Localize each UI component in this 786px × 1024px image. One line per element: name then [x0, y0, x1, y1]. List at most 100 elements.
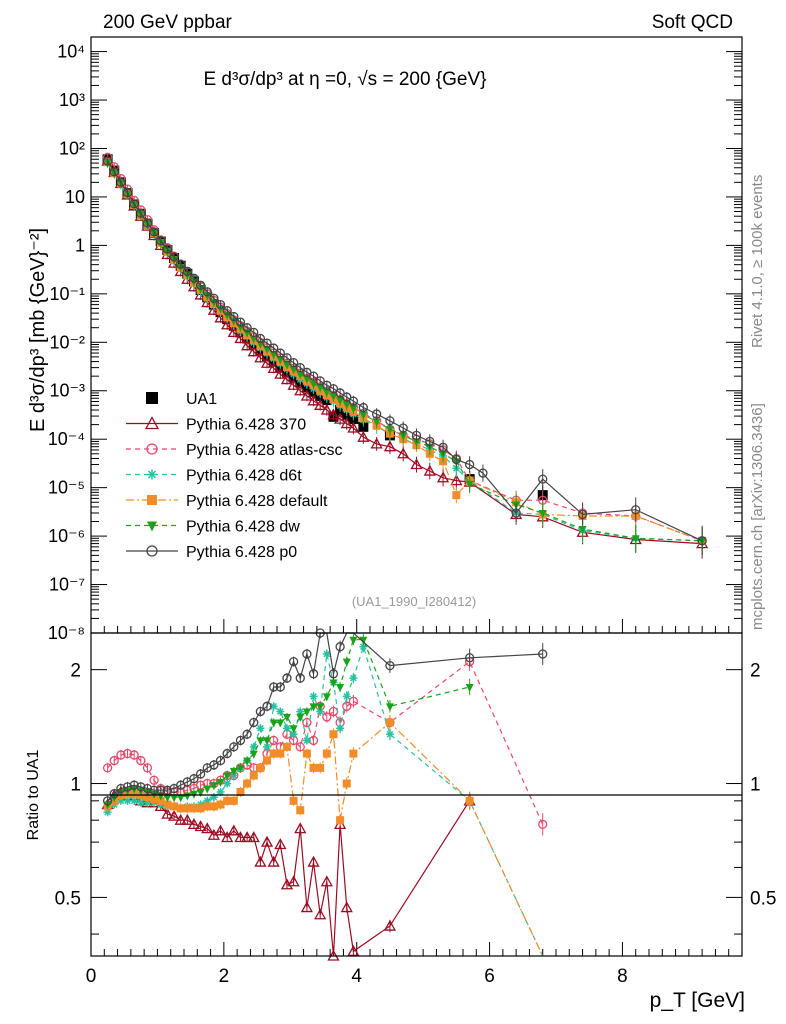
marker	[222, 305, 232, 316]
marker	[201, 822, 214, 834]
marker	[410, 458, 423, 470]
marker	[236, 764, 245, 773]
marker	[335, 388, 345, 398]
marker	[263, 756, 272, 765]
header-left: 200 GeV ppbar	[103, 12, 233, 33]
marker	[223, 796, 232, 805]
series-pythia-6-428-dw	[103, 634, 474, 810]
mcplots-label: mcplots.cern.ch [arXiv:1306.3436]	[749, 403, 766, 630]
marker	[196, 788, 205, 797]
marker	[229, 796, 238, 805]
marker	[436, 471, 450, 483]
ratio-tick-label: 2	[750, 661, 761, 682]
marker	[316, 708, 324, 715]
marker	[183, 804, 192, 813]
marker	[249, 335, 258, 344]
marker	[336, 683, 345, 692]
marker	[234, 332, 247, 344]
marker	[276, 749, 285, 758]
series-pythia-6-428-p0	[102, 628, 548, 806]
marker	[385, 660, 395, 671]
marker	[287, 875, 300, 887]
marker	[342, 701, 352, 711]
marker	[129, 750, 139, 760]
series-line	[107, 791, 471, 957]
marker	[255, 706, 266, 717]
y-tick-label: 10⁻⁶	[48, 526, 85, 546]
series-line	[107, 639, 470, 805]
marker	[358, 402, 369, 413]
marker	[147, 470, 157, 479]
marker	[386, 730, 394, 738]
marker	[176, 794, 185, 803]
x-tick-label: 4	[351, 966, 362, 987]
marker	[149, 227, 159, 237]
y-tick-label: 10⁻⁸	[48, 623, 85, 643]
marker	[276, 708, 284, 715]
marker	[144, 416, 160, 430]
x-tick-label: 2	[219, 966, 230, 987]
marker	[342, 401, 351, 410]
marker	[267, 362, 280, 373]
legend-entry: Pythia 6.428 atlas-csc	[126, 442, 343, 459]
marker	[267, 855, 280, 867]
marker	[359, 636, 368, 645]
marker	[320, 875, 333, 887]
y-tick-label: 10	[65, 187, 85, 207]
marker	[269, 719, 278, 728]
marker	[334, 412, 347, 424]
marker	[262, 701, 272, 711]
marker	[631, 505, 641, 515]
marker	[102, 763, 113, 773]
marker	[385, 703, 394, 712]
marker	[182, 266, 192, 277]
series-pythia-6-428-370	[101, 785, 476, 961]
marker	[274, 838, 287, 850]
marker	[295, 673, 305, 683]
legend-label: UA1	[186, 391, 217, 408]
marker	[270, 702, 278, 710]
marker	[216, 305, 225, 314]
marker	[234, 831, 247, 843]
marker	[176, 804, 185, 813]
marker	[269, 343, 279, 353]
marker	[221, 831, 234, 843]
marker	[202, 287, 212, 297]
marker	[174, 813, 187, 825]
marker	[290, 730, 297, 738]
rivet-label: Rivet 4.1.0, ≥ 100k events	[749, 175, 766, 348]
marker	[302, 717, 312, 728]
marker	[256, 763, 265, 772]
marker	[242, 729, 252, 739]
marker	[257, 724, 264, 732]
main-title: E d³σ/dp³ at η =0, √s = 200 {GeV}	[203, 69, 486, 90]
marker	[227, 824, 240, 836]
marker	[347, 945, 360, 957]
y-tick-label: 10⁻¹	[49, 284, 85, 304]
marker	[222, 748, 232, 759]
marker	[260, 835, 274, 847]
marker	[249, 771, 258, 780]
series-line	[107, 644, 544, 957]
marker	[136, 755, 146, 766]
marker	[263, 743, 271, 751]
marker	[109, 755, 119, 766]
marker	[129, 780, 139, 790]
marker	[122, 188, 133, 198]
marker	[149, 785, 159, 795]
marker	[116, 783, 126, 794]
marker	[423, 464, 436, 476]
marker	[327, 408, 340, 420]
marker	[124, 797, 131, 805]
marker	[209, 802, 218, 811]
marker	[283, 724, 291, 732]
marker	[156, 236, 166, 246]
marker	[349, 749, 358, 758]
y-tick-label: 10⁻⁴	[48, 429, 85, 449]
marker	[307, 855, 320, 867]
marker	[340, 417, 353, 429]
marker	[162, 244, 173, 254]
marker	[335, 642, 345, 652]
marker	[276, 719, 285, 728]
marker	[465, 796, 474, 805]
